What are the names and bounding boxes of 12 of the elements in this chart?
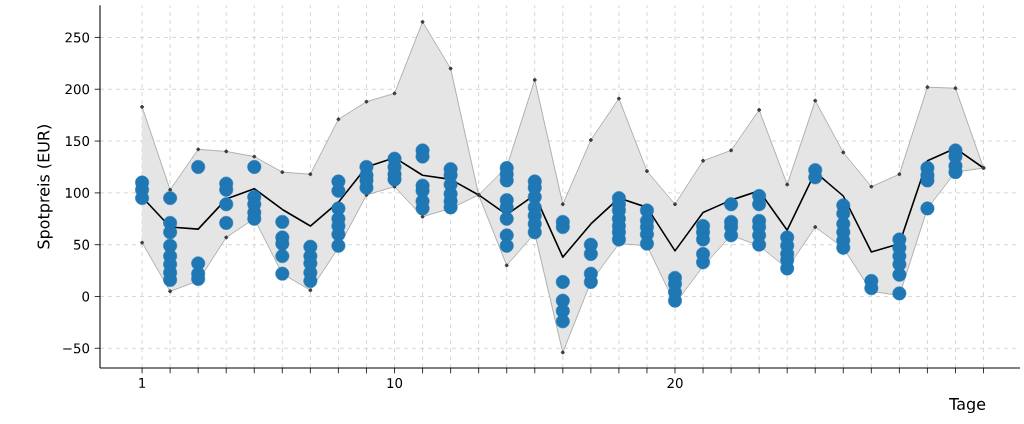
y-tick-label: 250 [65, 32, 90, 43]
x-tick-label: 10 [387, 378, 403, 389]
y-tick-label: −50 [63, 343, 90, 354]
y-tick-label: 150 [65, 136, 90, 147]
y-tick-label: 200 [65, 84, 90, 95]
y-tick-label: 100 [65, 187, 90, 198]
x-axis-title: Tage [949, 398, 986, 414]
y-tick-label: 50 [74, 239, 90, 250]
x-tick-label: 1 [139, 378, 146, 388]
y-tick-label: 0 [82, 291, 90, 302]
x-tick-label: 20 [667, 378, 683, 389]
y-axis-title: Spotpreis (EUR) [37, 125, 53, 249]
